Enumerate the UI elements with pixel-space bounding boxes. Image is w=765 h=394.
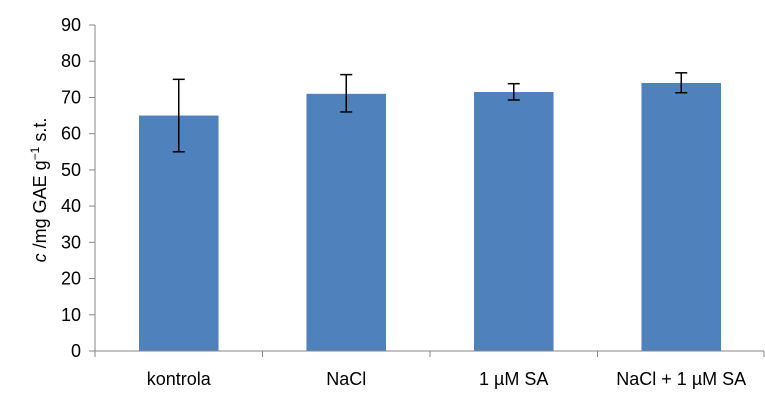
x-tick-labels: kontrola NaCl 1 µM SA NaCl + 1 µM SA <box>147 369 746 389</box>
bar <box>306 93 387 352</box>
x-tick-marks <box>94 351 765 357</box>
x-tick-label: NaCl <box>326 369 366 389</box>
y-tick-label: 0 <box>71 341 81 361</box>
y-tick-label: 70 <box>61 87 81 107</box>
y-tick-label: 50 <box>61 160 81 180</box>
y-tick-label: 80 <box>61 51 81 71</box>
y-axis-label-unit: /mg GAE g <box>30 160 50 253</box>
y-tick-label: 30 <box>61 232 81 252</box>
y-axis-label: c /mg GAE g−1 s.t. <box>28 118 50 263</box>
y-axis-label-exponent: −1 <box>28 146 42 160</box>
bar <box>473 92 554 351</box>
bar <box>138 115 219 351</box>
y-axis-label-suffix: s.t. <box>30 118 50 147</box>
bars <box>138 82 722 352</box>
error-bars <box>172 72 688 153</box>
y-tick-label: 90 <box>61 15 81 35</box>
x-tick-label: NaCl + 1 µM SA <box>616 369 746 389</box>
x-tick-label: kontrola <box>147 369 212 389</box>
y-tick-label: 20 <box>61 269 81 289</box>
y-tick-label: 40 <box>61 196 81 216</box>
x-tick-label: 1 µM SA <box>479 369 548 389</box>
bar <box>641 82 722 351</box>
y-axis-label-variable: c <box>30 253 50 262</box>
y-tick-label: 60 <box>61 124 81 144</box>
y-tick-marks <box>89 24 95 352</box>
y-tick-label: 10 <box>61 305 81 325</box>
y-tick-labels: 0 10 20 30 40 50 60 70 80 90 <box>61 15 81 361</box>
